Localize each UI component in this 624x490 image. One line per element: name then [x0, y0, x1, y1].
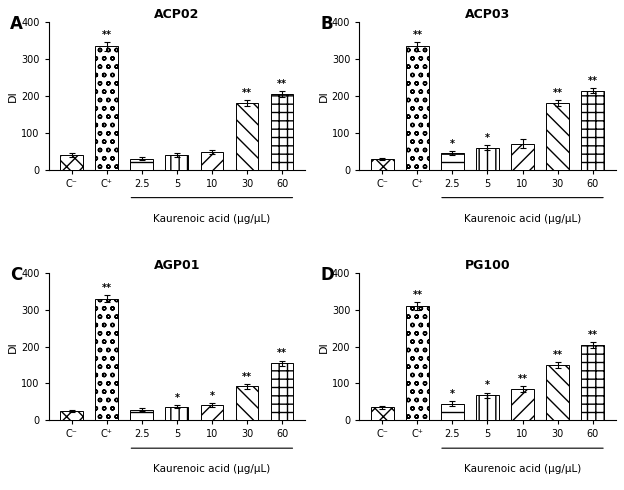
Bar — [61, 155, 83, 170]
Bar — [165, 155, 188, 170]
Bar — [200, 405, 223, 420]
Text: **: ** — [412, 290, 422, 300]
Bar — [441, 153, 464, 170]
Title: PG100: PG100 — [465, 259, 510, 272]
Text: **: ** — [242, 371, 252, 382]
Text: B: B — [321, 15, 333, 33]
Bar — [271, 94, 293, 170]
Text: **: ** — [553, 88, 563, 98]
Title: AGP01: AGP01 — [154, 259, 200, 272]
Y-axis label: DI: DI — [8, 341, 18, 352]
Bar — [406, 47, 429, 170]
Text: **: ** — [277, 348, 287, 358]
Text: *: * — [485, 380, 490, 391]
Text: C: C — [10, 266, 22, 284]
Bar — [271, 363, 293, 420]
Bar — [476, 147, 499, 170]
Bar — [511, 389, 534, 420]
Bar — [546, 103, 569, 170]
Text: *: * — [174, 392, 179, 403]
Text: **: ** — [588, 330, 598, 340]
Bar — [371, 159, 394, 170]
Bar — [61, 411, 83, 420]
Text: Kaurenoic acid (μg/μL): Kaurenoic acid (μg/μL) — [154, 214, 271, 224]
Text: **: ** — [517, 374, 527, 384]
Y-axis label: DI: DI — [319, 341, 329, 352]
Bar — [236, 103, 258, 170]
Text: *: * — [210, 391, 215, 401]
Text: *: * — [485, 133, 490, 143]
Bar — [165, 407, 188, 420]
Text: Kaurenoic acid (μg/μL): Kaurenoic acid (μg/μL) — [154, 465, 271, 474]
Text: **: ** — [553, 350, 563, 360]
Bar — [441, 404, 464, 420]
Text: D: D — [321, 266, 334, 284]
Y-axis label: DI: DI — [8, 90, 18, 102]
Text: **: ** — [412, 30, 422, 40]
Text: **: ** — [277, 79, 287, 89]
Text: **: ** — [102, 283, 112, 293]
Text: A: A — [10, 15, 23, 33]
Title: ACP03: ACP03 — [465, 8, 510, 22]
Bar — [95, 299, 118, 420]
Text: *: * — [450, 139, 455, 148]
Bar — [130, 410, 153, 420]
Y-axis label: DI: DI — [319, 90, 329, 102]
Bar — [581, 91, 604, 170]
Bar — [236, 387, 258, 420]
Bar — [406, 306, 429, 420]
Bar — [95, 47, 118, 170]
Text: *: * — [450, 389, 455, 399]
Bar — [546, 365, 569, 420]
Text: **: ** — [242, 88, 252, 98]
Bar — [371, 407, 394, 420]
Bar — [476, 395, 499, 420]
Bar — [130, 159, 153, 170]
Bar — [200, 152, 223, 170]
Text: **: ** — [588, 76, 598, 86]
Text: Kaurenoic acid (μg/μL): Kaurenoic acid (μg/μL) — [464, 214, 581, 224]
Bar — [581, 345, 604, 420]
Text: Kaurenoic acid (μg/μL): Kaurenoic acid (μg/μL) — [464, 465, 581, 474]
Title: ACP02: ACP02 — [154, 8, 200, 22]
Bar — [511, 144, 534, 170]
Text: **: ** — [102, 30, 112, 40]
